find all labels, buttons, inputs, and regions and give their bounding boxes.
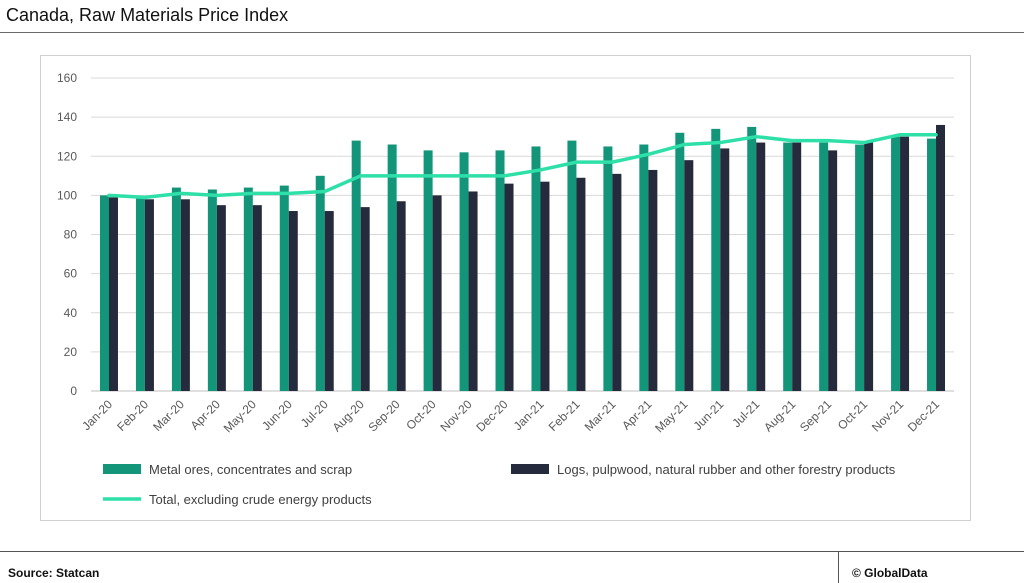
- bar-metal-ores: [927, 138, 937, 391]
- bar-metal-ores: [747, 126, 757, 391]
- bar-logs-forestry: [720, 148, 730, 391]
- x-tick-label: May-20: [221, 397, 259, 435]
- bar-logs-forestry: [216, 205, 226, 391]
- bar-logs-forestry: [180, 199, 190, 391]
- bar-metal-ores: [603, 146, 613, 391]
- bar-metal-ores: [531, 146, 541, 391]
- bar-metal-ores: [279, 185, 289, 391]
- bar-logs-forestry: [252, 205, 262, 391]
- source-note: Source: Statcan: [8, 566, 100, 580]
- bar-logs-forestry: [900, 136, 910, 391]
- footer-divider: [838, 551, 839, 583]
- bar-logs-forestry: [288, 211, 298, 391]
- x-tick-label: Feb-20: [114, 397, 151, 434]
- y-tick-label: 140: [57, 110, 77, 124]
- bar-logs-forestry: [756, 142, 766, 391]
- x-tick-label: Sep-21: [797, 397, 834, 434]
- x-tick-label: Aug-20: [330, 397, 367, 434]
- chart-title: Canada, Raw Materials Price Index: [6, 5, 289, 25]
- bar-metal-ores: [891, 136, 901, 391]
- x-tick-label: Aug-21: [761, 397, 798, 434]
- bar-logs-forestry: [540, 181, 550, 391]
- bar-metal-ores: [675, 132, 685, 391]
- x-tick-label: Jun-20: [259, 397, 295, 433]
- x-tick-label: Apr-20: [188, 397, 224, 433]
- y-tick-label: 0: [70, 384, 77, 398]
- x-tick-label: Sep-20: [366, 397, 403, 434]
- bar-metal-ores: [423, 150, 433, 391]
- x-tick-label: Jan-21: [511, 397, 547, 433]
- bar-logs-forestry: [864, 142, 874, 391]
- x-tick-label: Nov-20: [437, 397, 474, 434]
- y-tick-label: 40: [64, 306, 78, 320]
- x-tick-label: Jan-20: [79, 397, 115, 433]
- bar-logs-forestry: [828, 150, 838, 391]
- legend-label-logs: Logs, pulpwood, natural rubber and other…: [557, 462, 896, 477]
- x-tick-label: Jul-21: [729, 397, 762, 430]
- x-tick-label: Jun-21: [691, 397, 727, 433]
- bar-metal-ores: [819, 142, 829, 391]
- title-bar: Canada, Raw Materials Price Index: [0, 0, 1024, 33]
- bar-logs-forestry: [360, 207, 370, 391]
- y-tick-label: 120: [57, 149, 77, 163]
- bar-metal-ores: [387, 144, 397, 391]
- bar-logs-forestry: [324, 211, 334, 391]
- bar-logs-forestry: [396, 201, 406, 391]
- bar-metal-ores: [567, 140, 577, 391]
- x-tick-label: Oct-20: [403, 397, 439, 433]
- y-tick-label: 100: [57, 188, 77, 202]
- copyright-note: © GlobalData: [852, 566, 928, 580]
- bar-metal-ores: [459, 152, 469, 391]
- bar-logs-forestry: [792, 142, 802, 391]
- bar-metal-ores: [351, 140, 361, 391]
- x-tick-label: Nov-21: [869, 397, 906, 434]
- x-tick-label: Mar-21: [582, 397, 619, 434]
- x-tick-label: Oct-21: [835, 397, 871, 433]
- bar-logs-forestry: [468, 191, 478, 391]
- legend-swatch-metal: [103, 464, 141, 474]
- bar-metal-ores: [171, 187, 181, 391]
- bar-logs-forestry: [504, 183, 514, 391]
- x-tick-label: Apr-21: [619, 397, 655, 433]
- bar-logs-forestry: [612, 173, 622, 391]
- y-tick-label: 60: [64, 267, 78, 281]
- bar-metal-ores: [639, 144, 649, 391]
- bar-metal-ores: [711, 128, 721, 392]
- bar-logs-forestry: [648, 169, 658, 391]
- x-tick-label: Dec-20: [473, 397, 510, 434]
- bar-logs-forestry: [684, 160, 694, 391]
- bar-logs-forestry: [936, 124, 946, 391]
- bar-metal-ores: [135, 197, 145, 391]
- bar-metal-ores: [855, 144, 865, 391]
- x-tick-label: May-21: [652, 397, 690, 435]
- bar-logs-forestry: [144, 199, 154, 391]
- footer-rule: [0, 551, 1024, 552]
- bar-metal-ores: [783, 142, 793, 391]
- bar-logs-forestry: [432, 195, 442, 391]
- chart-panel: 0 20 40 60 80 100 120 140 160 Jan-20 Feb-20 Mar-20 A…: [40, 55, 971, 521]
- x-tick-label: Dec-21: [905, 397, 942, 434]
- bar-logs-forestry: [576, 177, 586, 391]
- y-tick-label: 160: [57, 71, 77, 85]
- bar-metal-ores: [495, 150, 505, 391]
- legend-swatch-logs: [511, 464, 549, 474]
- line-total-excl-energy: [107, 132, 938, 200]
- y-tick-label: 20: [64, 345, 78, 359]
- x-tick-label: Jul-20: [298, 397, 331, 430]
- bar-metal-ores: [99, 195, 109, 391]
- x-tick-label: Mar-20: [150, 397, 187, 434]
- bar-metal-ores: [315, 175, 325, 391]
- bar-metal-ores: [243, 187, 253, 391]
- legend-label-metal: Metal ores, concentrates and scrap: [149, 462, 352, 477]
- bar-logs-forestry: [108, 197, 118, 391]
- y-tick-label: 80: [64, 228, 78, 242]
- bar-metal-ores: [207, 189, 217, 391]
- x-tick-label: Feb-21: [546, 397, 583, 434]
- legend-label-total: Total, excluding crude energy products: [149, 492, 372, 507]
